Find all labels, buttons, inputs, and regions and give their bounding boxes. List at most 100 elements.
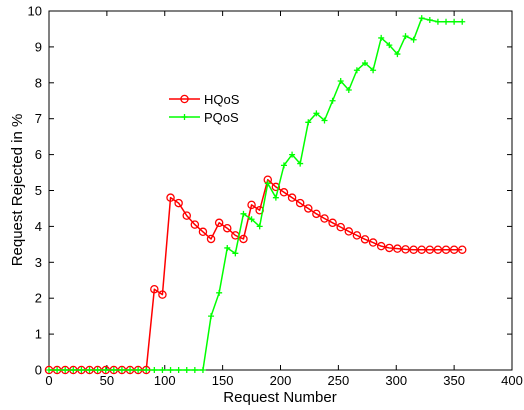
data-point-hqos [312, 209, 321, 219]
data-point-pqos [118, 367, 125, 373]
data-point-hqos [190, 220, 200, 229]
legend-label-hqos: HQoS [204, 92, 240, 107]
data-point-pqos [102, 367, 109, 373]
axis-ticks: 0 50 100 150 200 250 300 350 400 0 1 2 3 4 5 6 7 8 9 10 [28, 4, 523, 389]
y-tick-label: 5 [35, 183, 42, 198]
x-tick-label: 50 [100, 373, 114, 388]
data-point-pqos [135, 367, 142, 373]
y-tick-label: 0 [35, 363, 42, 378]
data-point-pqos [264, 180, 271, 187]
data-point-hqos [393, 244, 402, 253]
data-point-pqos [297, 160, 304, 167]
x-tick-label: 300 [385, 373, 407, 388]
legend-box [165, 89, 246, 125]
x-tick-label: 250 [328, 373, 350, 388]
data-point-pqos [313, 110, 320, 117]
data-point-pqos [434, 18, 441, 25]
series-line-pqos [49, 17, 463, 371]
data-point-pqos [361, 60, 368, 67]
data-point-pqos [143, 367, 150, 373]
data-point-pqos [208, 313, 215, 320]
data-point-pqos [378, 34, 385, 41]
data-point-pqos [224, 244, 231, 251]
data-point-hqos [320, 214, 329, 223]
data-point-pqos [305, 119, 312, 126]
data-point-pqos [70, 367, 77, 373]
data-point-hqos [352, 231, 362, 240]
data-point-pqos [402, 33, 409, 40]
data-point-hqos [336, 222, 345, 232]
series-layer [44, 15, 467, 375]
data-point-pqos [280, 162, 287, 169]
data-point-pqos [86, 367, 93, 373]
data-point-pqos [337, 78, 344, 85]
data-point-pqos [329, 97, 336, 104]
data-point-hqos [206, 234, 216, 244]
data-point-hqos [401, 245, 410, 254]
data-point-hqos [425, 245, 435, 254]
legend-marker-hqos [180, 94, 189, 104]
y-tick-label: 8 [35, 75, 42, 90]
data-point-pqos [459, 18, 466, 25]
data-point-pqos [110, 367, 117, 373]
data-point-hqos [247, 200, 256, 210]
x-axis-title: Request Number [223, 389, 336, 406]
legend-marker-pqos [181, 114, 188, 120]
data-point-hqos [287, 193, 297, 202]
data-point-hqos [360, 235, 370, 244]
data-point-hqos [368, 238, 378, 247]
data-point-pqos [418, 15, 425, 22]
data-point-pqos [191, 367, 198, 373]
data-point-hqos [376, 241, 386, 251]
data-point-pqos [232, 250, 239, 257]
data-point-hqos [441, 245, 451, 254]
data-point-pqos [216, 289, 223, 296]
data-point-hqos [385, 243, 394, 253]
data-point-hqos [198, 227, 208, 237]
y-tick-label: 1 [35, 327, 42, 342]
data-point-hqos [214, 218, 224, 228]
data-point-pqos [151, 367, 158, 373]
data-point-pqos [386, 42, 393, 49]
x-tick-label: 350 [443, 373, 465, 388]
data-point-pqos [289, 151, 296, 158]
data-point-hqos [150, 284, 159, 294]
y-tick-label: 6 [35, 147, 42, 162]
data-point-pqos [78, 367, 85, 373]
data-point-pqos [240, 210, 247, 217]
x-tick-label: 0 [45, 373, 52, 388]
data-point-pqos [272, 194, 279, 201]
data-point-pqos [451, 18, 458, 25]
data-point-pqos [199, 367, 206, 373]
data-point-pqos [410, 36, 417, 43]
legend: HQoS PQoS [165, 89, 246, 125]
data-point-pqos [426, 16, 433, 23]
data-point-hqos [328, 218, 337, 228]
data-point-pqos [94, 367, 101, 373]
data-point-hqos [449, 245, 459, 254]
data-point-pqos [183, 367, 190, 373]
x-tick-label: 400 [501, 373, 523, 388]
data-point-hqos [158, 290, 167, 299]
data-point-hqos [433, 245, 443, 254]
y-axis-title: Request Rejected in % [9, 114, 26, 267]
data-point-hqos [166, 193, 175, 202]
data-point-pqos [370, 67, 377, 74]
y-tick-label: 4 [35, 219, 42, 234]
series-pqos [46, 15, 466, 373]
data-point-hqos [223, 223, 232, 233]
data-point-hqos [295, 198, 305, 208]
data-point-hqos [182, 211, 191, 220]
x-tick-label: 200 [270, 373, 292, 388]
data-point-pqos [175, 367, 182, 373]
data-point-pqos [167, 367, 174, 373]
y-tick-label: 7 [35, 111, 42, 126]
data-point-pqos [256, 223, 263, 230]
data-point-hqos [457, 245, 467, 254]
data-point-pqos [353, 67, 360, 74]
data-point-hqos [344, 227, 354, 236]
data-point-hqos [271, 182, 281, 192]
y-tick-label: 2 [35, 291, 42, 306]
data-point-hqos [304, 204, 313, 213]
